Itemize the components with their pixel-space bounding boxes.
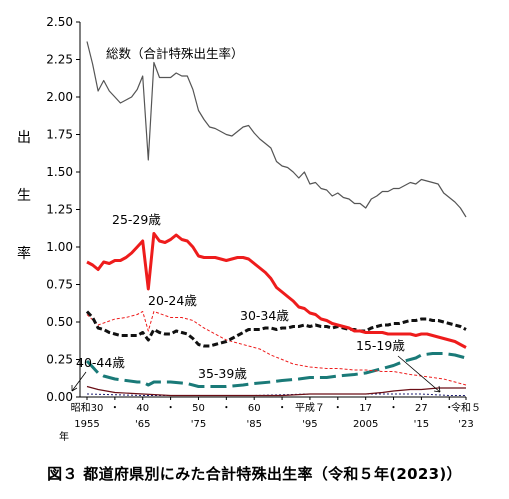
x-tick-label-year: '15 bbox=[414, 419, 429, 430]
x-tick-label-era: 60 bbox=[248, 403, 261, 414]
x-tick-label-era: ・ bbox=[389, 403, 399, 414]
y-tick-label: 1.75 bbox=[46, 128, 73, 142]
y-tick-label: 0.50 bbox=[46, 315, 73, 329]
x-tick-label-year: 1955 bbox=[74, 419, 99, 430]
series-line-1 bbox=[86, 232, 467, 349]
x-tick-label-era: 17 bbox=[359, 403, 372, 414]
series-labels: 総数（合計特殊出生率） 25-29歳 20-24歳 30-34歳 40-44歳 35-39… bbox=[71, 46, 441, 393]
y-tick-label: 1.50 bbox=[46, 165, 73, 179]
y-tick-label: 1.25 bbox=[46, 203, 73, 217]
leader-arrowhead-15-19 bbox=[433, 385, 441, 393]
series-layer bbox=[85, 41, 467, 397]
series-label-1: 25-29歳 bbox=[112, 212, 161, 227]
x-tick-label-era: 40 bbox=[136, 403, 149, 414]
series-line-2 bbox=[85, 310, 467, 348]
x-tick-label-year: '75 bbox=[191, 419, 206, 430]
leader-line-40-44 bbox=[71, 371, 87, 392]
x-tick-label-year: '85 bbox=[246, 419, 261, 430]
x-tick-label-era: 令和５ bbox=[451, 401, 481, 414]
y-tick-label: 2.50 bbox=[46, 15, 73, 29]
series-label-3: 30-34歳 bbox=[240, 308, 289, 323]
y-tick-label: 2.25 bbox=[46, 53, 73, 67]
series-line-3 bbox=[86, 311, 467, 386]
x-tick-label-era: ・ bbox=[444, 403, 454, 414]
y-tick-label: 0.00 bbox=[46, 390, 73, 404]
y-axis-label-char: 出 bbox=[17, 130, 31, 146]
leader-arrowhead-40-44 bbox=[71, 385, 78, 392]
y-axis-label-char: 率 bbox=[17, 245, 31, 262]
series-label-4: 40-44歳 bbox=[76, 355, 125, 370]
x-tick-label-year: '95 bbox=[302, 419, 317, 430]
x-tick-label-era: 平成７ bbox=[295, 402, 325, 414]
series-line-5 bbox=[86, 385, 466, 397]
y-axis: 0.00 0.25 0.50 0.75 1.00 1.25 1.50 1.75 2.00 2.25… bbox=[17, 15, 81, 404]
y-tick-label: 2.00 bbox=[46, 90, 73, 104]
y-tick-label: 1.00 bbox=[46, 240, 73, 254]
series-line-0 bbox=[86, 41, 467, 218]
x-tick-label-era: ・ bbox=[221, 403, 231, 414]
x-tick-label-era: 50 bbox=[192, 403, 205, 414]
series-line-4 bbox=[85, 352, 467, 388]
series-label-0: 総数（合計特殊出生率） bbox=[106, 46, 244, 61]
chart-title: 図３ 都道府県別にみた合計特殊出生率（令和５年(2023)） bbox=[47, 465, 462, 483]
x-tick-label-era: 昭和30 bbox=[71, 402, 104, 414]
x-axis: 昭和30 ・ 40 ・ 50 ・ 60 ・平成７ ・ 17 ・ 27 ・令和５1955'65'75'85… bbox=[59, 396, 481, 443]
x-tick-label-era: ・ bbox=[277, 403, 287, 414]
x-tick-label-year: '23 bbox=[458, 419, 473, 430]
y-axis-label-char: 生 bbox=[17, 188, 31, 204]
x-tick-label-era: ・ bbox=[166, 403, 176, 414]
leader-line-15-19 bbox=[397, 355, 441, 393]
y-tick-label: 0.75 bbox=[46, 278, 73, 292]
x-tick-label-era: ・ bbox=[333, 403, 343, 414]
series-label-2: 20-24歳 bbox=[148, 293, 197, 308]
x-axis-unit: 年 bbox=[59, 430, 69, 443]
x-tick-label-era: 27 bbox=[415, 403, 428, 414]
x-tick-label-era: ・ bbox=[110, 403, 120, 414]
x-tick-label-year: 2005 bbox=[353, 419, 378, 430]
series-label-6: 15-19歳 bbox=[356, 338, 405, 353]
x-tick-label-year: '65 bbox=[135, 419, 150, 430]
series-label-5: 35-39歳 bbox=[198, 366, 247, 381]
y-tick-label: 0.25 bbox=[46, 353, 73, 367]
series-line-6 bbox=[86, 393, 466, 396]
